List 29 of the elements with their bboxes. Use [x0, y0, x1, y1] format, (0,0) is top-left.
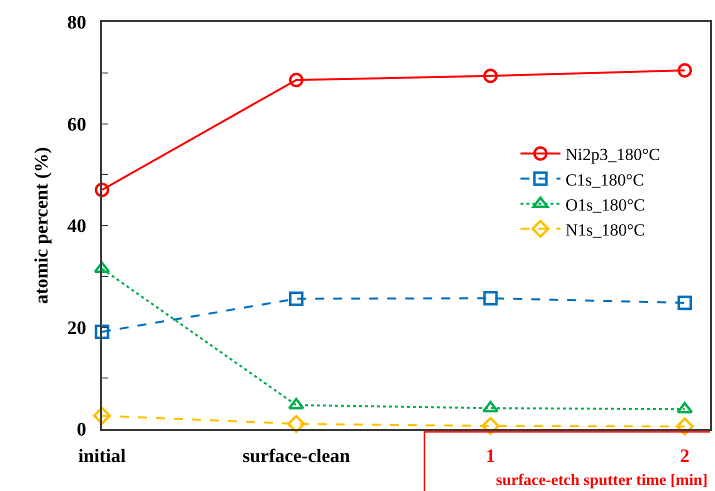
point [482, 400, 499, 412]
point [678, 296, 692, 310]
point [289, 292, 304, 306]
text: surface-etch sputter time [min] [496, 472, 708, 489]
legend-label: Ni2p3_180°C [565, 145, 660, 164]
y-tick-label: 20 [67, 318, 86, 339]
x-tick-label: surface-clean [242, 446, 350, 467]
x-tick-label: 1 [486, 446, 496, 467]
y-axis-title: atomic percent (%) [32, 147, 53, 304]
y-tick-label: 0 [76, 420, 86, 441]
point [92, 406, 112, 425]
point [288, 398, 304, 410]
point [94, 324, 110, 340]
x-tick-label: 2 [680, 446, 690, 467]
y-tick-label: 80 [67, 12, 86, 34]
point [287, 414, 306, 433]
point [678, 63, 692, 78]
y-tick-label: 60 [67, 114, 86, 136]
point [483, 291, 498, 306]
legend-label: C1s_180°C [565, 170, 644, 190]
point [676, 402, 693, 414]
legend-label: N1s_180°C [565, 220, 645, 240]
x-tick-label: initial [78, 446, 126, 467]
point [94, 182, 110, 198]
legend-label: O1s_180°C [565, 195, 645, 214]
point [676, 417, 694, 436]
point [289, 72, 304, 88]
point [483, 68, 498, 84]
y-tick-label: 40 [67, 216, 86, 238]
